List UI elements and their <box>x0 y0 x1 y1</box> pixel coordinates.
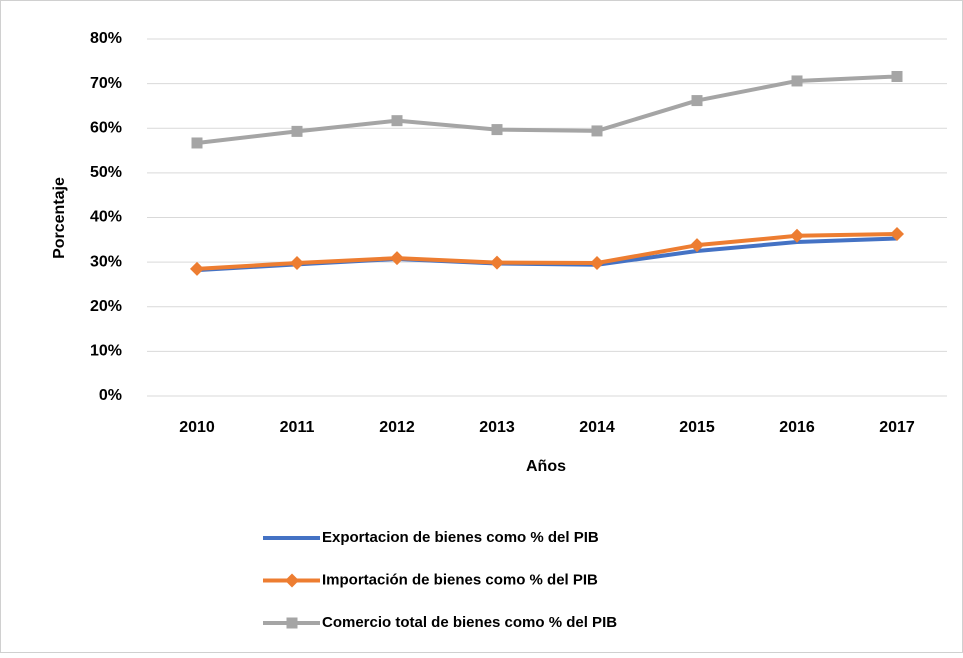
data-point <box>590 256 604 271</box>
y-tick-label: 20% <box>90 298 122 315</box>
legend-label: Comercio total de bienes como % del PIB <box>322 614 617 631</box>
data-point <box>891 70 903 82</box>
data-point <box>591 125 603 137</box>
data-point <box>690 238 704 253</box>
data-point <box>390 251 404 266</box>
series-line <box>196 74 898 145</box>
legend-label: Exportacion de bienes como % del PIB <box>322 529 599 546</box>
y-tick-label: 30% <box>90 253 122 270</box>
data-point <box>790 228 804 243</box>
x-tick-label: 2012 <box>379 419 415 436</box>
x-tick-label: 2015 <box>679 419 715 436</box>
x-axis-title: Años <box>526 458 566 475</box>
data-point <box>890 227 904 242</box>
data-point <box>190 261 204 276</box>
data-point <box>291 125 303 137</box>
y-tick-label: 80% <box>90 30 122 47</box>
data-point <box>490 255 504 270</box>
x-tick-label: 2017 <box>879 419 915 436</box>
y-tick-label: 40% <box>90 209 122 226</box>
data-point <box>391 115 403 127</box>
y-tick-label: 50% <box>90 164 122 181</box>
y-tick-label: 10% <box>90 343 122 360</box>
data-point <box>191 137 203 149</box>
x-tick-label: 2014 <box>579 419 615 436</box>
data-point <box>290 256 304 271</box>
y-axis-title: Porcentaje <box>51 177 68 259</box>
data-point <box>491 124 503 136</box>
x-tick-label: 2011 <box>280 419 315 436</box>
y-tick-label: 70% <box>90 75 122 92</box>
series-line <box>196 232 898 271</box>
x-tick-label: 2010 <box>179 419 215 436</box>
legend-marker <box>286 617 298 629</box>
x-tick-label: 2016 <box>779 419 815 436</box>
data-point <box>691 95 703 107</box>
data-point <box>791 75 803 87</box>
y-tick-label: 60% <box>90 119 122 136</box>
y-tick-label: 0% <box>99 387 122 404</box>
legend-label: Importación de bienes como % del PIB <box>322 571 598 588</box>
legend-marker <box>285 573 299 588</box>
x-tick-label: 2013 <box>479 419 515 436</box>
